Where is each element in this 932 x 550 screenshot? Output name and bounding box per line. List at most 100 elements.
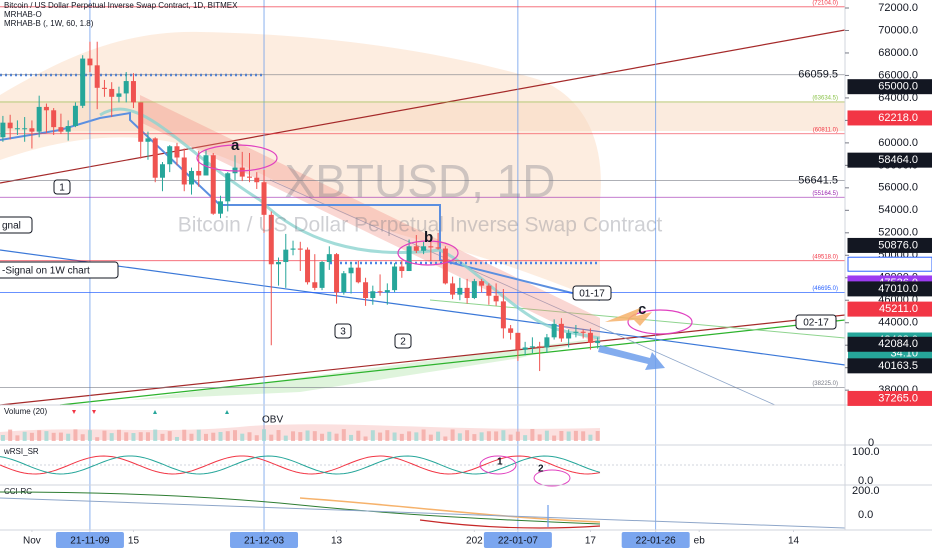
- volume-bar: [566, 431, 571, 441]
- candle-body: [196, 170, 202, 176]
- panel-title: Volume (20): [4, 407, 47, 416]
- volume-bar: [486, 431, 491, 441]
- volume-bar: [15, 435, 20, 441]
- candle-body: [188, 170, 194, 185]
- level-label: (49518.0): [812, 254, 838, 260]
- candle-body: [442, 248, 448, 284]
- y-tick-label: 70000.0: [878, 24, 918, 36]
- candle-body: [573, 331, 579, 333]
- candle-body: [370, 291, 376, 298]
- annotation: 01-17: [579, 289, 605, 300]
- volume-bars: [0, 429, 600, 441]
- candle-body: [94, 65, 100, 88]
- x-tick-label: 22-01-07: [498, 536, 538, 547]
- volume-bar: [8, 429, 13, 441]
- annotation: 1: [59, 183, 65, 194]
- volume-bar: [428, 434, 433, 441]
- header-title: Bitcoin / US Dollar Perpetual Inverse Sw…: [4, 1, 238, 10]
- candle-body: [493, 295, 499, 302]
- candle-body: [406, 246, 412, 272]
- annotation: c: [638, 301, 646, 318]
- annotation: a: [231, 137, 240, 154]
- volume-bar: [102, 430, 107, 441]
- annotation: gnal: [2, 221, 21, 232]
- signal-marker: [92, 410, 96, 414]
- volume-bar: [167, 431, 172, 441]
- level-label: 66059.5: [798, 69, 838, 81]
- candle-body: [377, 291, 383, 293]
- volume-bar: [552, 435, 557, 441]
- candle-body: [471, 281, 477, 298]
- signal-marker: [72, 410, 76, 414]
- volume-bar: [73, 429, 78, 441]
- volume-bar: [407, 431, 412, 441]
- price-tag: [847, 358, 932, 374]
- candle-body: [254, 177, 260, 183]
- volume-bar: [436, 431, 441, 441]
- volume-bar: [356, 430, 361, 441]
- volume-bar: [494, 431, 499, 441]
- volume-bar: [44, 431, 49, 441]
- volume-bar: [37, 430, 42, 441]
- y-tick-label: 68000.0: [878, 47, 918, 59]
- volume-bar: [189, 433, 194, 441]
- candle-body: [522, 347, 528, 350]
- y-tick-label: 72000.0: [878, 2, 918, 14]
- level-label: (63634.5): [812, 96, 838, 102]
- price-tag-label: 45211.0: [879, 303, 918, 315]
- volume-bar: [450, 429, 455, 441]
- price-tag-label: 62218.0: [878, 112, 918, 124]
- levels: (72104.0) 66059.5 (63634.5) (60811.0) 56641.…: [0, 0, 845, 530]
- candle-body: [341, 273, 347, 293]
- candle-body: [297, 248, 303, 250]
- candle-body: [334, 254, 340, 293]
- volume-bar: [414, 432, 419, 441]
- trend-line: [59, 319, 846, 406]
- volume-bar: [472, 434, 477, 441]
- price-tag: [847, 390, 932, 406]
- panel-title: wRSI_SR: [3, 447, 39, 456]
- volume-bar: [573, 430, 578, 441]
- candle-body: [152, 138, 158, 178]
- label-box: [572, 285, 612, 301]
- volume-bar: [399, 433, 404, 441]
- watermark: XBTUSD, 1D: [285, 155, 556, 207]
- time-axis-labels: Nov 21-11-09 15 21-12-03 13 202 22-01-07 17 22-0…: [23, 530, 800, 548]
- y-tick-label: 64000.0: [878, 92, 918, 104]
- volume-bar: [29, 432, 34, 441]
- candle-body: [348, 267, 354, 274]
- candle-body: [14, 128, 20, 130]
- price-axis: 38000.040000.042000.044000.046000.048000…: [845, 2, 932, 406]
- candle-body: [65, 126, 71, 132]
- price-tag-label: 40163.5: [878, 360, 918, 372]
- candle-body: [80, 58, 86, 106]
- volume-bar: [124, 432, 129, 441]
- volume-bar: [385, 430, 390, 441]
- volume-bar: [370, 430, 375, 441]
- volume-bar: [182, 429, 187, 441]
- price-tag: [847, 152, 932, 168]
- x-tick-label: 22-01-26: [636, 536, 676, 547]
- volume-bar: [269, 434, 274, 441]
- candle-body: [587, 332, 593, 343]
- volume-bar: [95, 437, 100, 441]
- candle-body: [319, 262, 325, 288]
- price-tag-label: 42084.0: [878, 338, 918, 350]
- candle-body: [87, 58, 93, 66]
- candle-body: [101, 87, 107, 89]
- volume-bar: [203, 433, 208, 441]
- candle-body: [225, 173, 231, 202]
- volume-bar: [349, 434, 354, 441]
- candle-body: [529, 346, 535, 348]
- indicator-name: MRHAB-O: [4, 10, 42, 19]
- volume-bar: [334, 433, 339, 441]
- volume-bar: [421, 429, 426, 441]
- candle-body: [486, 285, 492, 296]
- candle-body: [29, 128, 35, 132]
- rsi-line: [0, 455, 601, 475]
- candle-body: [551, 323, 557, 338]
- price-tag: [847, 110, 932, 126]
- volume-bar: [479, 432, 484, 441]
